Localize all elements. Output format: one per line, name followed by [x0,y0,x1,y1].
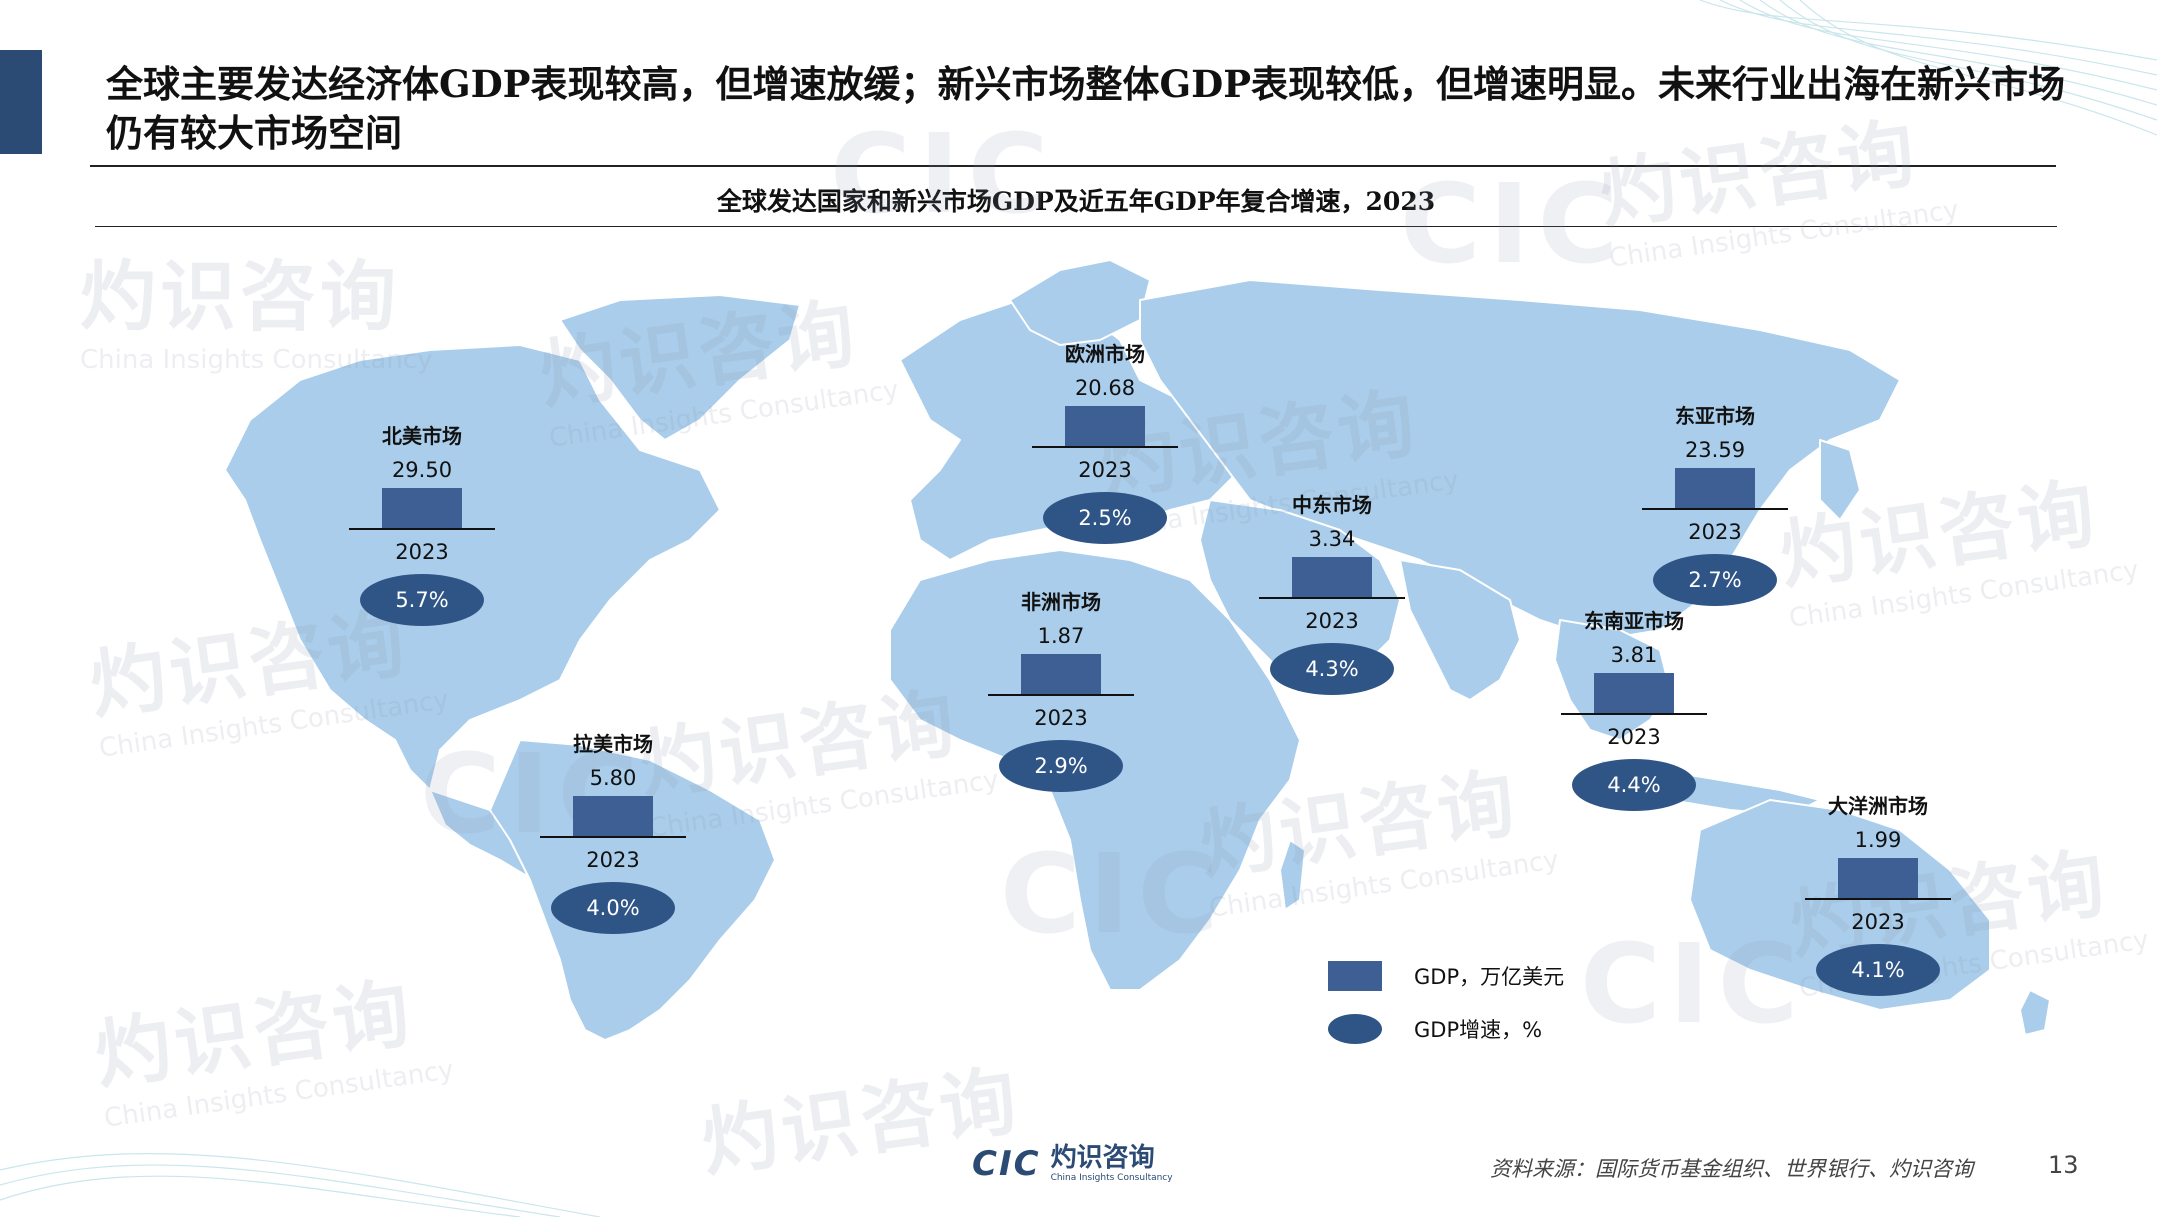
region-east-asia: 东亚市场 23.59 2023 2.7% [1620,400,1810,606]
map-india [1399,559,1521,701]
region-southeast-asia: 东南亚市场 3.81 2023 4.4% [1539,605,1729,811]
gdp-bar [573,796,653,836]
growth-pill: 4.1% [1816,944,1940,996]
bar-baseline [1642,508,1788,510]
map-japan [1819,439,1861,521]
map-greenland [559,294,801,441]
bar-baseline [988,694,1134,696]
legend-growth: GDP增速，% [1328,1014,1542,1044]
region-latin-america: 拉美市场 5.80 2023 4.0% [518,728,708,934]
footer-logo: CIC 灼识咨询 China Insights Consultancy [972,1144,1173,1184]
year-label: 2023 [1607,725,1661,749]
region-name: 欧洲市场 [1065,342,1145,366]
region-name: 中东市场 [1292,493,1372,517]
chart-caption: 全球发达国家和新兴市场GDP及近五年GDP年复合增速，2023 [716,187,1436,216]
legend-growth-label: GDP增速，% [1414,1018,1543,1042]
region-europe: 欧洲市场 20.68 2023 2.5% [1010,338,1200,544]
brand-name-en: China Insights Consultancy [1050,1173,1173,1183]
caption-rule [95,226,2057,227]
bar-baseline [349,528,495,530]
bar-baseline [1561,713,1707,715]
year-label: 2023 [586,848,640,872]
gdp-bar [1594,673,1674,713]
brand-name-cn: 灼识咨询 [1050,1143,1155,1173]
title-rule [90,165,2056,167]
growth-pill: 2.9% [999,740,1123,792]
gdp-value: 1.99 [1854,828,1902,852]
year-label: 2023 [1078,458,1132,482]
map-new-zealand [2019,989,2051,1036]
gdp-value: 5.80 [589,766,637,790]
growth-pill: 2.7% [1653,554,1777,606]
region-name: 北美市场 [382,424,462,448]
title-accent-bar [0,50,42,154]
gdp-bar [1838,858,1918,898]
slide-title: 全球主要发达经济体GDP表现较高，但增速放缓；新兴市场整体GDP表现较低，但增速… [106,62,2066,155]
region-name: 拉美市场 [573,732,653,756]
growth-pill: 5.7% [360,574,484,626]
gdp-bar [382,488,462,528]
map-madagascar [1279,839,1306,911]
year-label: 2023 [1688,520,1742,544]
region-name: 非洲市场 [1021,590,1101,614]
bar-baseline [1805,898,1951,900]
gdp-value: 1.87 [1037,624,1085,648]
gdp-value: 3.34 [1308,527,1356,551]
year-label: 2023 [395,540,449,564]
source-note: 资料来源：国际货币基金组织、世界银行、灼识咨询 [1490,1157,1973,1181]
growth-pill: 4.0% [551,882,675,934]
region-name: 东南亚市场 [1584,609,1684,633]
bar-baseline [1259,597,1405,599]
region-name: 大洋洲市场 [1828,794,1928,818]
year-label: 2023 [1305,609,1359,633]
growth-pill: 4.4% [1572,759,1696,811]
gdp-bar [1292,557,1372,597]
region-north-america: 北美市场 29.50 2023 5.7% [327,420,517,626]
legend-oval-swatch [1328,1014,1382,1044]
page-number: 13 [2048,1151,2079,1179]
region-africa: 非洲市场 1.87 2023 2.9% [966,586,1156,792]
gdp-value: 3.81 [1610,643,1658,667]
gdp-value: 20.68 [1074,376,1136,400]
gdp-value: 29.50 [391,458,453,482]
legend-gdp: GDP，万亿美元 [1328,961,1564,991]
map-north-america [224,344,721,791]
legend-bar-swatch [1328,961,1382,991]
growth-pill: 4.3% [1270,643,1394,695]
region-name: 东亚市场 [1675,404,1755,428]
legend-gdp-label: GDP，万亿美元 [1414,965,1565,989]
bar-baseline [540,836,686,838]
cic-logo-mark: CIC [972,1144,1041,1184]
year-label: 2023 [1851,910,1905,934]
brand-block: 灼识咨询 China Insights Consultancy [1051,1144,1173,1184]
gdp-bar [1675,468,1755,508]
year-label: 2023 [1034,706,1088,730]
bar-baseline [1032,446,1178,448]
growth-pill: 2.5% [1043,492,1167,544]
gdp-bar [1065,406,1145,446]
gdp-bar [1021,654,1101,694]
region-middle-east: 中东市场 3.34 2023 4.3% [1237,489,1427,695]
gdp-value: 23.59 [1684,438,1746,462]
region-oceania: 大洋洲市场 1.99 2023 4.1% [1783,790,1973,996]
